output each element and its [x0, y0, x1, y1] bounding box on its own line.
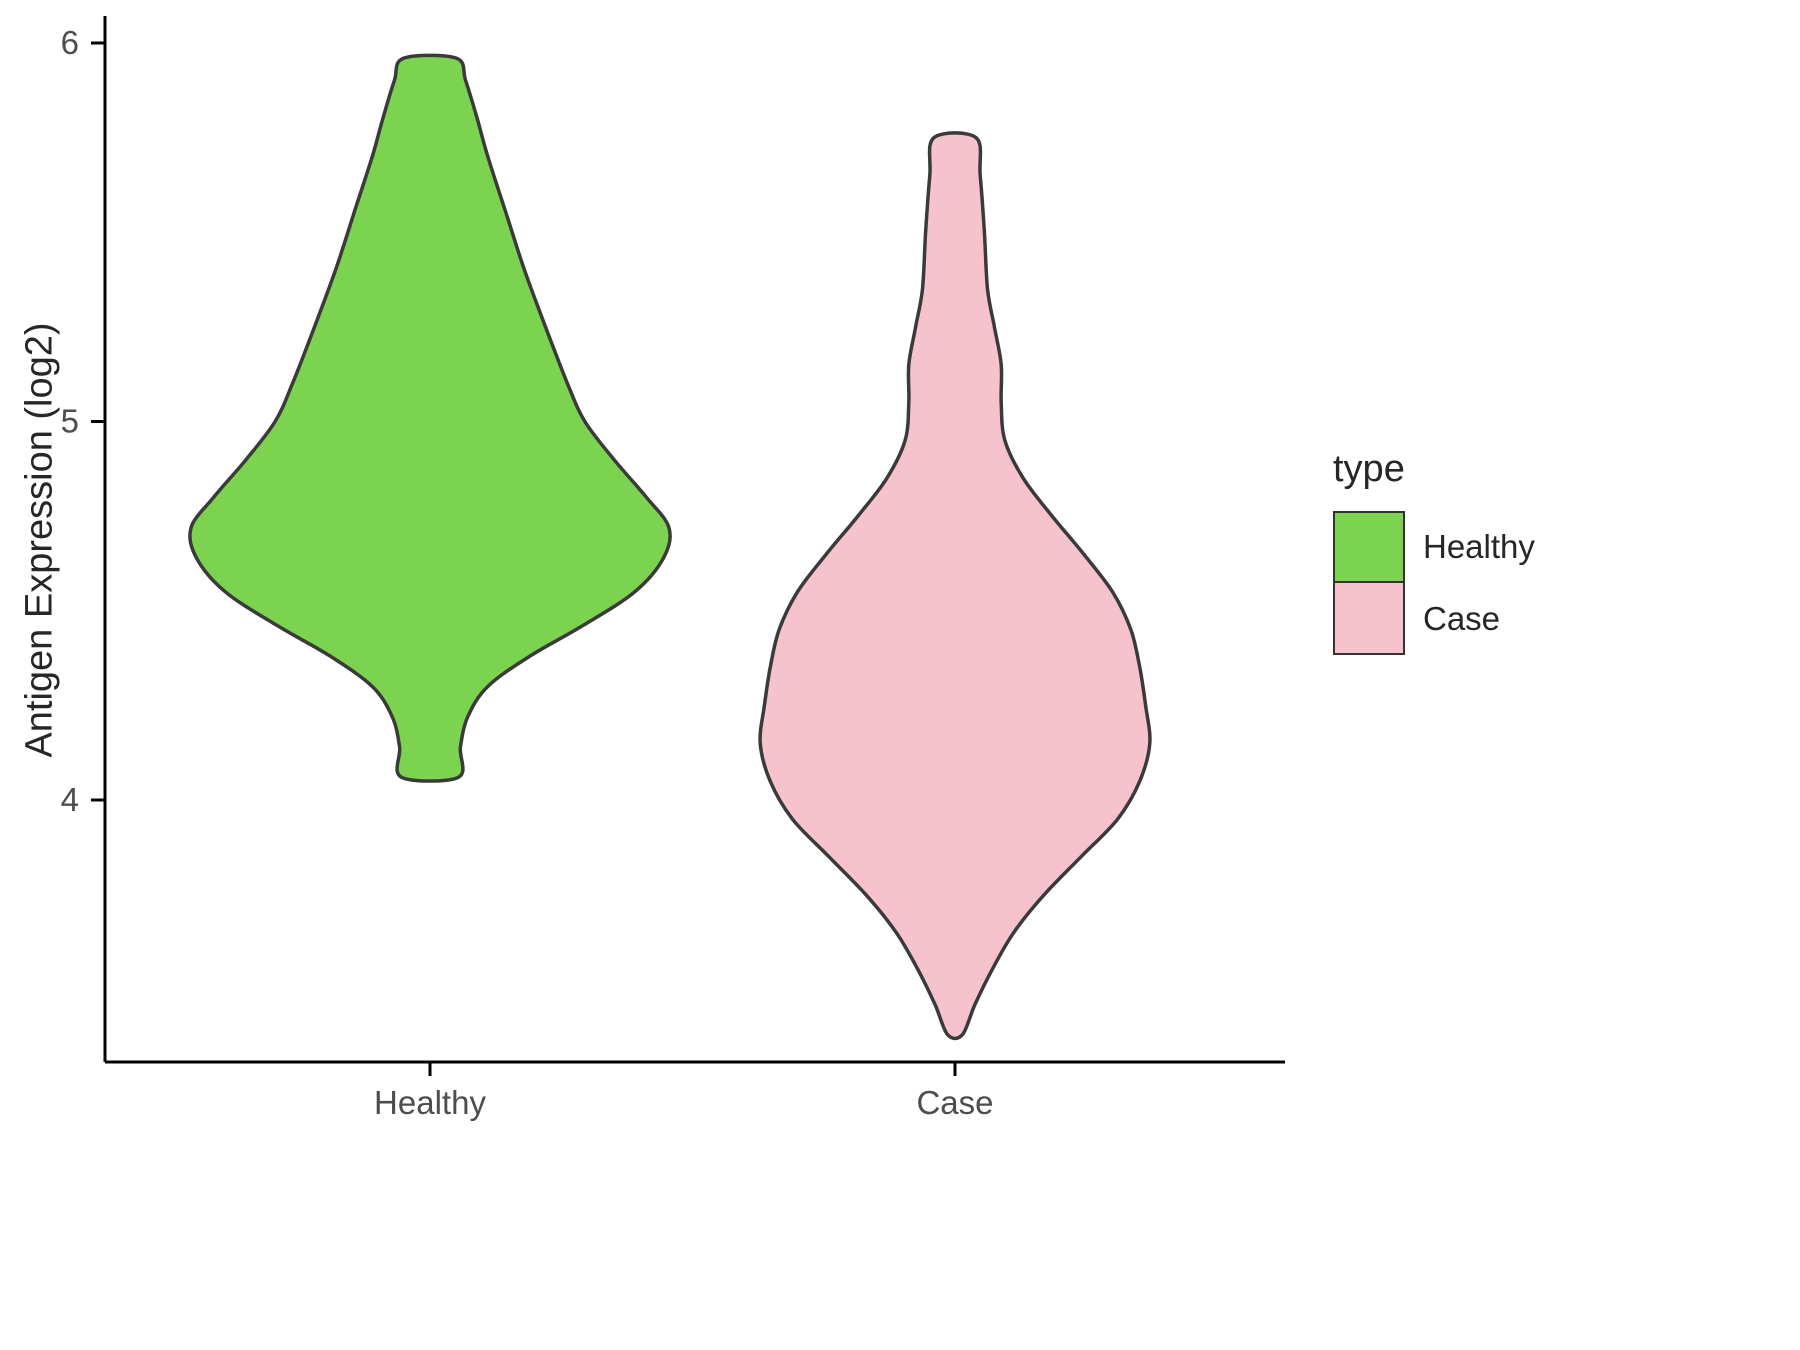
legend-title: type — [1333, 448, 1405, 490]
legend-swatch-case — [1333, 583, 1405, 655]
legend-item-healthy: Healthy — [1333, 511, 1535, 583]
y-tick-label: 6 — [61, 24, 79, 61]
x-category-label-case: Case — [916, 1084, 993, 1121]
y-axis-title: Antigen Expression (log2) — [18, 322, 61, 758]
legend-label-healthy: Healthy — [1423, 528, 1535, 565]
legend-swatch-healthy — [1333, 511, 1405, 583]
violin-healthy — [188, 53, 672, 783]
legend-label-case: Case — [1423, 600, 1501, 637]
legend: type Healthy Case — [1333, 448, 1535, 655]
x-category-label-healthy: Healthy — [374, 1084, 486, 1121]
legend-item-case: Case — [1333, 583, 1535, 655]
y-tick-label: 4 — [61, 781, 79, 818]
legend-items: Healthy Case — [1333, 511, 1535, 655]
violin-case — [758, 131, 1152, 1041]
y-tick-label: 5 — [61, 403, 79, 440]
